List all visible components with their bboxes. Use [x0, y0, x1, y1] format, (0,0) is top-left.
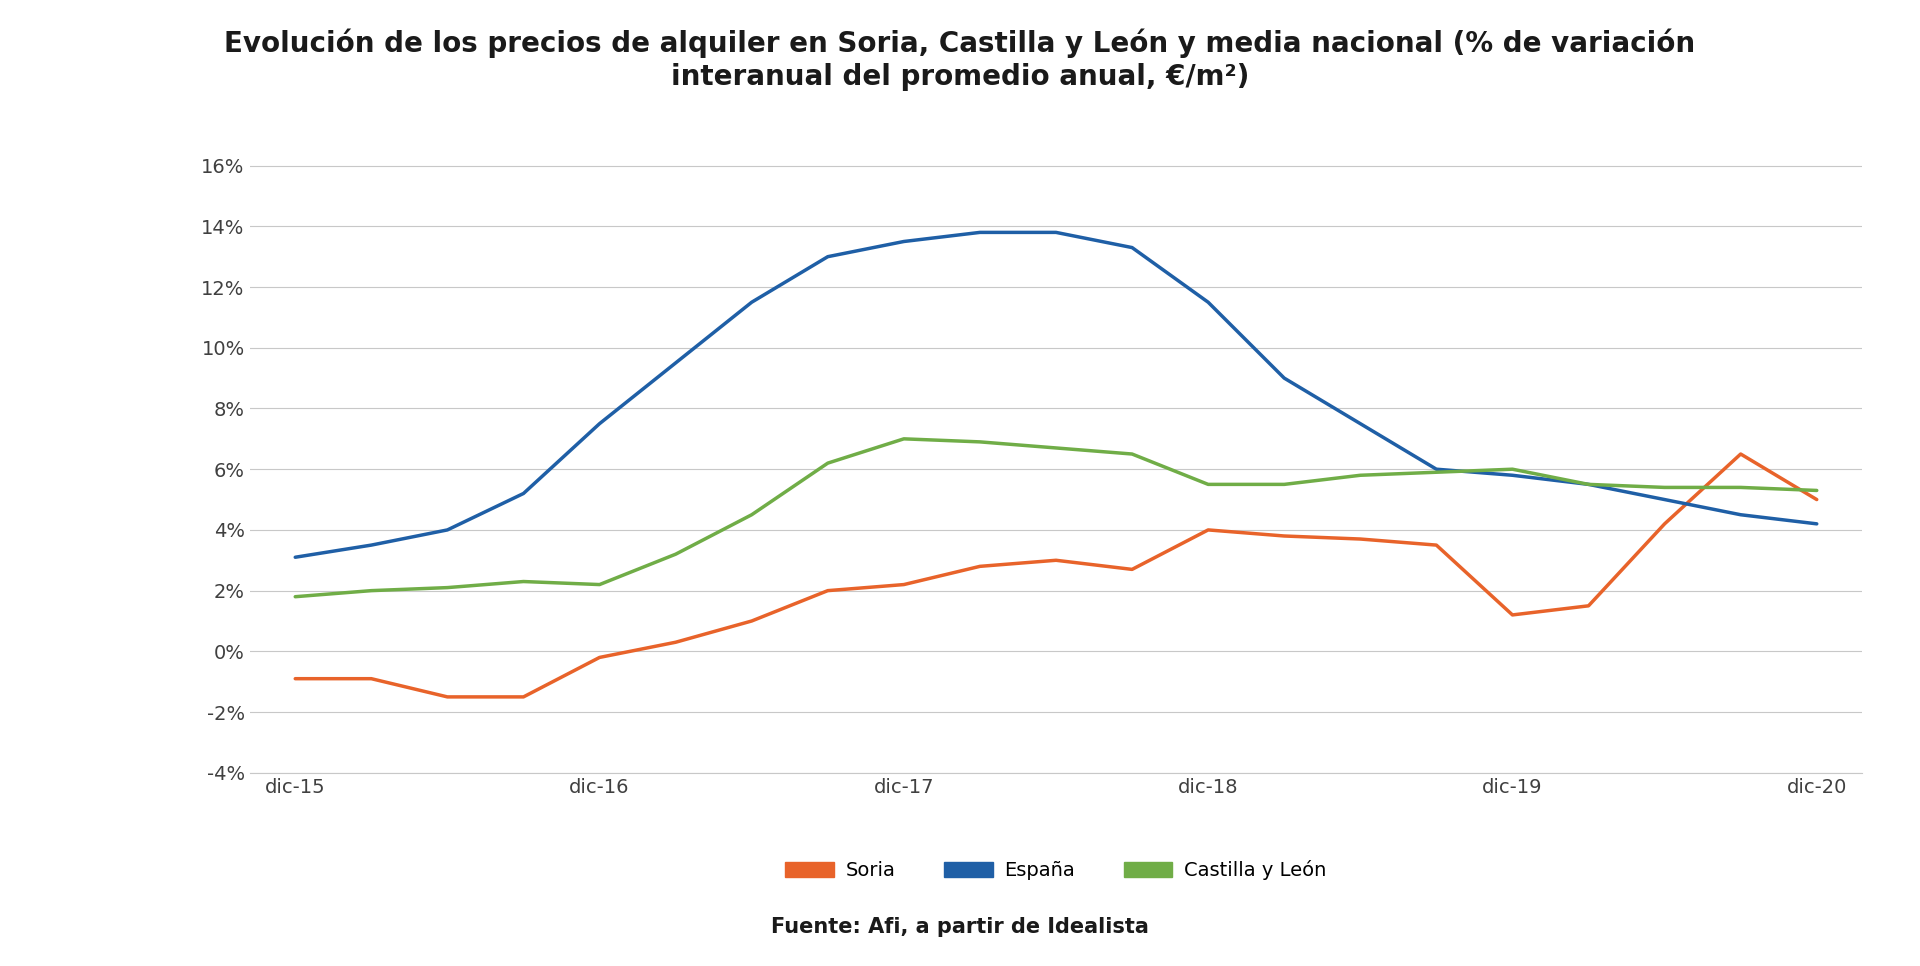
- Soria: [513, 691, 536, 702]
- Soria: [968, 560, 991, 572]
- España: [588, 418, 611, 430]
- Castilla y León: [1273, 478, 1296, 490]
- Castilla y León: [359, 584, 382, 596]
- España: [436, 525, 459, 536]
- Text: Fuente: Afi, a partir de Idealista: Fuente: Afi, a partir de Idealista: [772, 917, 1148, 937]
- España: [1653, 494, 1676, 505]
- Castilla y León: [1044, 442, 1068, 454]
- España: [1730, 509, 1753, 521]
- Soria: [436, 691, 459, 702]
- Castilla y León: [893, 433, 916, 444]
- España: [1805, 518, 1828, 529]
- Castilla y León: [588, 579, 611, 590]
- Castilla y León: [436, 582, 459, 593]
- España: [1273, 372, 1296, 384]
- España: [1196, 297, 1219, 308]
- Soria: [1121, 563, 1144, 575]
- España: [968, 227, 991, 239]
- Castilla y León: [968, 436, 991, 447]
- Soria: [1653, 518, 1676, 529]
- Soria: [1805, 494, 1828, 505]
- España: [1576, 478, 1599, 490]
- Castilla y León: [1121, 448, 1144, 460]
- Soria: [284, 673, 307, 685]
- Soria: [588, 652, 611, 664]
- España: [1501, 469, 1524, 481]
- Text: Evolución de los precios de alquiler en Soria, Castilla y León y media nacional : Evolución de los precios de alquiler en …: [225, 29, 1695, 91]
- Castilla y León: [1425, 467, 1448, 478]
- Soria: [816, 584, 839, 596]
- España: [359, 539, 382, 551]
- España: [664, 357, 687, 369]
- Castilla y León: [1805, 485, 1828, 497]
- España: [1425, 464, 1448, 475]
- España: [284, 552, 307, 563]
- Line: Soria: Soria: [296, 454, 1816, 696]
- Line: Castilla y León: Castilla y León: [296, 439, 1816, 597]
- Castilla y León: [1348, 469, 1371, 481]
- España: [513, 488, 536, 499]
- España: [893, 236, 916, 247]
- Soria: [1730, 448, 1753, 460]
- Soria: [1044, 554, 1068, 566]
- Soria: [1501, 610, 1524, 621]
- Soria: [1348, 533, 1371, 545]
- Soria: [1196, 525, 1219, 536]
- Soria: [1576, 600, 1599, 611]
- España: [1348, 418, 1371, 430]
- Castilla y León: [1576, 478, 1599, 490]
- Castilla y León: [1501, 464, 1524, 475]
- Castilla y León: [513, 576, 536, 587]
- Line: España: España: [296, 233, 1816, 557]
- Soria: [741, 615, 764, 627]
- Castilla y León: [1730, 482, 1753, 494]
- Soria: [1425, 539, 1448, 551]
- Soria: [893, 579, 916, 590]
- España: [741, 297, 764, 308]
- Soria: [664, 637, 687, 648]
- España: [1044, 227, 1068, 239]
- Castilla y León: [1196, 478, 1219, 490]
- Soria: [359, 673, 382, 685]
- Castilla y León: [284, 591, 307, 603]
- Castilla y León: [816, 457, 839, 469]
- España: [1121, 242, 1144, 253]
- Castilla y León: [741, 509, 764, 521]
- Legend: Soria, España, Castilla y León: Soria, España, Castilla y León: [778, 853, 1334, 888]
- Soria: [1273, 530, 1296, 542]
- Castilla y León: [1653, 482, 1676, 494]
- España: [816, 251, 839, 263]
- Castilla y León: [664, 549, 687, 560]
